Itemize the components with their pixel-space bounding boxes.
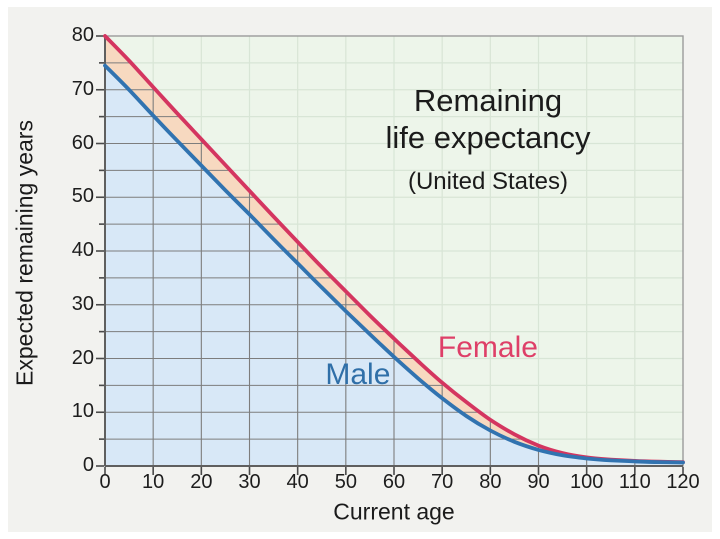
x-axis-title: Current age: [333, 498, 455, 525]
y-tick-label: 40: [71, 239, 94, 261]
x-tick-label: 60: [382, 471, 406, 493]
chart-title-line1: Remaining: [413, 83, 563, 118]
chart-subtitle: (United States): [407, 168, 569, 195]
x-tick-label: 0: [99, 471, 111, 493]
x-tick-label: 40: [286, 471, 309, 493]
x-tick-label: 90: [527, 471, 550, 493]
x-tick-label: 110: [618, 471, 651, 493]
chart-title-block: Remaining life expectancy (United States…: [312, 82, 664, 196]
male-curve: [103, 63, 685, 465]
x-tick-label: 70: [431, 471, 454, 493]
male-series-label: Male: [325, 357, 391, 391]
x-tick-label: 100: [569, 471, 604, 493]
y-tick-label: 60: [71, 131, 94, 154]
tick-marks: [96, 35, 684, 475]
x-tick-label: 50: [334, 471, 357, 493]
y-tick-label: 70: [71, 77, 94, 100]
y-tick-label: 0: [82, 454, 94, 476]
female-series-label: Female: [437, 330, 538, 364]
y-tick-label: 80: [71, 24, 94, 46]
y-axis-title: Expected remaining years: [11, 120, 38, 386]
x-tick-label: 20: [190, 471, 213, 493]
axes: [104, 36, 683, 467]
x-tick-label: 10: [142, 471, 165, 493]
chart-title-line2: life expectancy: [385, 120, 591, 155]
y-tick-label: 20: [71, 346, 94, 369]
x-tick-label: 30: [238, 471, 261, 493]
y-tick-label: 10: [71, 400, 94, 423]
x-tick-label: 120: [666, 471, 700, 493]
y-tick-label: 30: [71, 292, 94, 315]
x-tick-label: 80: [479, 471, 502, 493]
y-tick-label: 50: [71, 185, 94, 208]
